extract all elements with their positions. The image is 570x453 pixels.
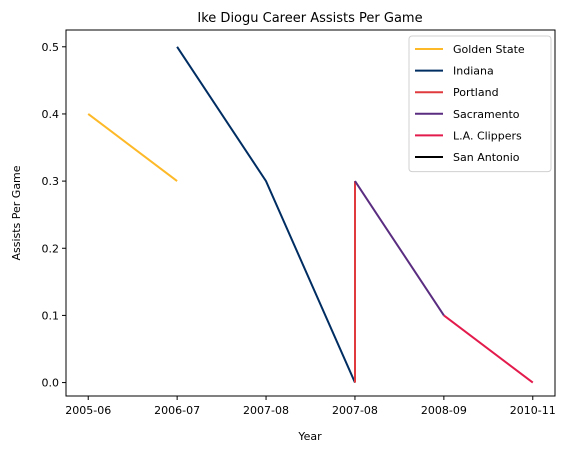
- x-tick-label: 2010-11: [510, 404, 556, 417]
- x-axis-label: Year: [297, 430, 322, 443]
- legend-entry: Golden State: [453, 43, 525, 56]
- legend-entry: San Antonio: [453, 151, 520, 164]
- legend-entry: Sacramento: [453, 108, 520, 121]
- y-tick-label: 0.1: [42, 309, 60, 322]
- series-line-sacramento: [354, 180, 445, 316]
- y-axis-label: Assists Per Game: [10, 165, 23, 260]
- x-axis: 2005-06 2006-07 2007-08 2007-08 2008-09 2010-…: [65, 396, 556, 417]
- series-line-l-a-clippers: [443, 314, 534, 384]
- x-tick-label: 2005-06: [65, 404, 111, 417]
- plot-frame: [65, 29, 556, 397]
- y-axis: 0.0 0.1 0.2 0.3 0.4 0.5: [42, 41, 66, 390]
- x-tick-label: 2007-08: [243, 404, 289, 417]
- series-line-indiana: [176, 46, 356, 384]
- x-tick-label: 2006-07: [154, 404, 200, 417]
- legend-entry: Portland: [453, 86, 499, 99]
- series-line-golden-state: [87, 113, 178, 182]
- y-tick-label: 0.2: [42, 242, 60, 255]
- legend-entry: L.A. Clippers: [453, 129, 522, 142]
- y-tick-label: 0.3: [42, 175, 60, 188]
- legend: Golden State Indiana Portland Sacramento L.A…: [408, 35, 552, 173]
- legend-entry: Indiana: [453, 65, 494, 78]
- y-tick-label: 0.5: [42, 41, 60, 54]
- x-tick-label: 2008-09: [421, 404, 467, 417]
- chart-title: Ike Diogu Career Assists Per Game: [197, 11, 422, 26]
- y-tick-label: 0.0: [42, 377, 60, 390]
- legend-box: [408, 35, 552, 173]
- y-tick-label: 0.4: [42, 108, 60, 121]
- x-tick-label: 2007-08: [332, 404, 378, 417]
- plot-area: [87, 46, 534, 384]
